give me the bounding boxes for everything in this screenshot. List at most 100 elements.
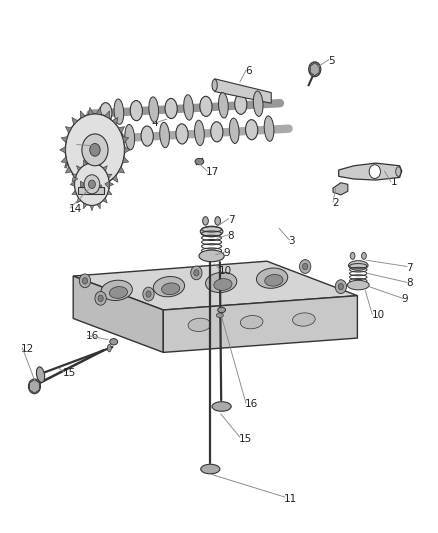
- Polygon shape: [215, 79, 271, 103]
- Polygon shape: [84, 160, 87, 166]
- Polygon shape: [80, 181, 85, 189]
- Ellipse shape: [111, 128, 123, 148]
- Circle shape: [143, 287, 154, 301]
- Polygon shape: [333, 183, 348, 195]
- Polygon shape: [60, 147, 66, 153]
- Ellipse shape: [194, 120, 204, 146]
- Polygon shape: [72, 174, 77, 178]
- Polygon shape: [84, 203, 87, 209]
- Polygon shape: [78, 187, 104, 195]
- Ellipse shape: [264, 116, 274, 141]
- Circle shape: [369, 165, 381, 179]
- Ellipse shape: [253, 91, 263, 116]
- Ellipse shape: [153, 277, 184, 297]
- Polygon shape: [61, 157, 67, 163]
- Ellipse shape: [114, 99, 124, 124]
- Polygon shape: [97, 203, 100, 209]
- Text: 7: 7: [406, 263, 413, 272]
- Polygon shape: [90, 205, 94, 211]
- Ellipse shape: [240, 316, 263, 329]
- Ellipse shape: [293, 313, 315, 326]
- Polygon shape: [73, 261, 357, 310]
- Ellipse shape: [361, 253, 366, 260]
- Polygon shape: [73, 276, 163, 352]
- Circle shape: [82, 278, 88, 284]
- Polygon shape: [96, 107, 102, 115]
- Ellipse shape: [200, 226, 223, 237]
- Text: 6: 6: [245, 67, 252, 76]
- Circle shape: [191, 266, 202, 280]
- Polygon shape: [72, 175, 78, 182]
- Polygon shape: [103, 166, 107, 171]
- Polygon shape: [103, 198, 107, 203]
- Ellipse shape: [162, 283, 180, 295]
- Ellipse shape: [347, 280, 369, 290]
- Text: 15: 15: [239, 434, 252, 444]
- Polygon shape: [107, 190, 112, 195]
- Circle shape: [309, 62, 321, 77]
- Ellipse shape: [184, 95, 194, 120]
- Text: 3: 3: [289, 236, 295, 246]
- Ellipse shape: [149, 97, 159, 122]
- Ellipse shape: [257, 268, 288, 288]
- Polygon shape: [88, 107, 93, 115]
- Text: 1: 1: [391, 176, 398, 187]
- Polygon shape: [97, 160, 100, 166]
- Ellipse shape: [195, 158, 204, 165]
- Circle shape: [338, 284, 343, 290]
- Polygon shape: [109, 182, 114, 187]
- Circle shape: [335, 280, 346, 294]
- Circle shape: [146, 291, 151, 297]
- Ellipse shape: [215, 216, 220, 225]
- Polygon shape: [72, 190, 77, 195]
- Ellipse shape: [349, 261, 368, 270]
- Text: 8: 8: [228, 231, 234, 241]
- Polygon shape: [310, 63, 319, 76]
- Ellipse shape: [396, 167, 401, 176]
- Text: 5: 5: [328, 56, 335, 66]
- Polygon shape: [65, 166, 71, 173]
- Circle shape: [90, 143, 100, 156]
- Polygon shape: [65, 127, 71, 133]
- Circle shape: [82, 134, 108, 166]
- Text: 10: 10: [219, 266, 232, 276]
- Ellipse shape: [350, 253, 355, 260]
- Polygon shape: [88, 185, 93, 192]
- Ellipse shape: [265, 274, 283, 286]
- Polygon shape: [118, 127, 125, 133]
- Ellipse shape: [212, 402, 231, 411]
- Ellipse shape: [211, 122, 223, 142]
- Polygon shape: [118, 166, 125, 173]
- Ellipse shape: [110, 338, 117, 345]
- Ellipse shape: [230, 118, 239, 143]
- Polygon shape: [70, 182, 74, 187]
- Ellipse shape: [107, 344, 111, 352]
- Ellipse shape: [219, 93, 228, 118]
- Polygon shape: [30, 379, 39, 393]
- Text: 9: 9: [223, 248, 230, 259]
- Polygon shape: [77, 166, 81, 171]
- Ellipse shape: [125, 124, 134, 150]
- Polygon shape: [80, 111, 85, 118]
- Text: 4: 4: [152, 118, 158, 128]
- Polygon shape: [107, 174, 112, 178]
- Circle shape: [303, 263, 308, 270]
- Circle shape: [28, 379, 41, 394]
- Ellipse shape: [100, 103, 112, 123]
- Polygon shape: [123, 157, 129, 163]
- Polygon shape: [112, 175, 118, 182]
- Ellipse shape: [246, 119, 258, 140]
- Circle shape: [300, 260, 311, 273]
- Ellipse shape: [176, 124, 188, 144]
- Polygon shape: [61, 136, 67, 143]
- Ellipse shape: [160, 122, 170, 148]
- Ellipse shape: [214, 279, 232, 290]
- Text: 17: 17: [206, 167, 219, 177]
- Text: 12: 12: [21, 344, 34, 354]
- Ellipse shape: [101, 280, 132, 301]
- Polygon shape: [163, 296, 357, 352]
- Circle shape: [79, 274, 91, 288]
- Text: 15: 15: [62, 368, 76, 377]
- Text: 9: 9: [402, 294, 408, 304]
- Text: 16: 16: [86, 332, 99, 342]
